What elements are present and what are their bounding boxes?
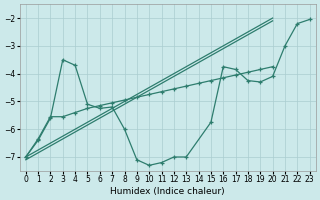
X-axis label: Humidex (Indice chaleur): Humidex (Indice chaleur) — [110, 187, 225, 196]
